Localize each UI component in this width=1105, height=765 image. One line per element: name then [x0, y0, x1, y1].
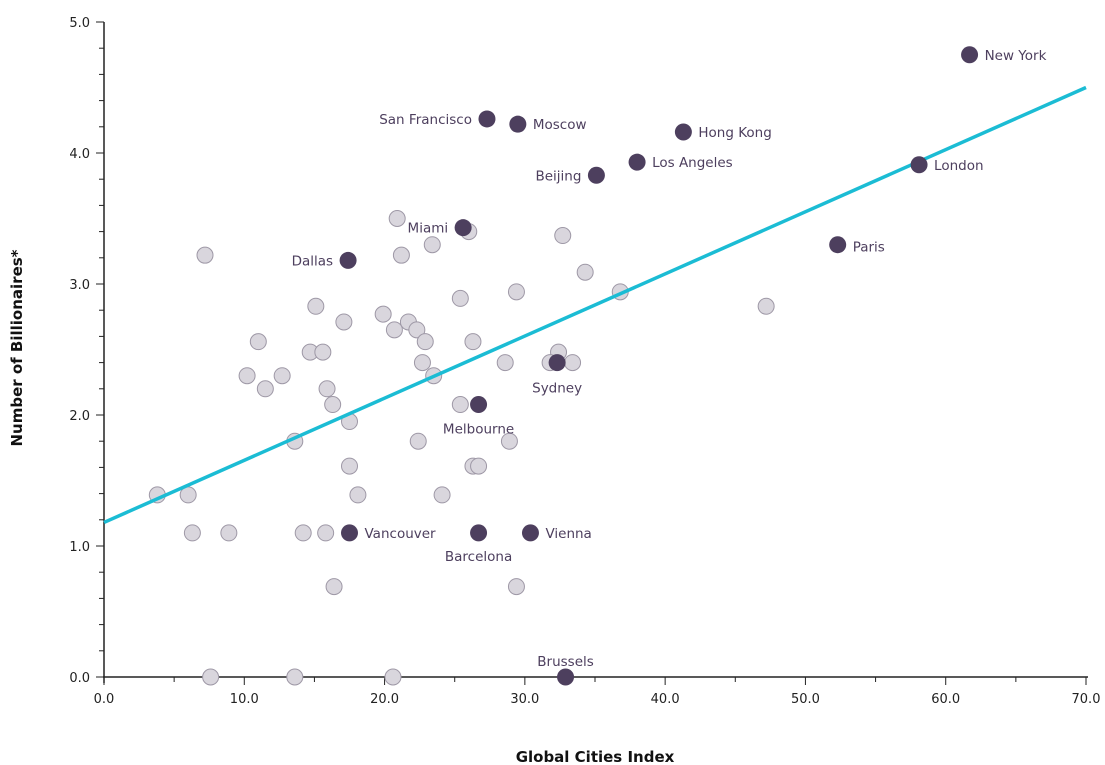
- data-point: [220, 524, 238, 542]
- x-tick-label: 50.0: [791, 692, 820, 707]
- x-tick-label: 20.0: [370, 692, 399, 707]
- label-vancouver: Vancouver: [365, 526, 437, 542]
- point-hong-kong: [674, 123, 692, 141]
- point-paris: [829, 236, 847, 254]
- data-point: [554, 227, 572, 245]
- point-london: [910, 156, 928, 174]
- data-point: [451, 396, 469, 414]
- other-points-layer: [148, 210, 775, 686]
- point-barcelona: [470, 524, 488, 542]
- labeled-points-layer: [339, 46, 979, 686]
- data-point: [196, 246, 214, 264]
- data-point: [507, 578, 525, 596]
- data-point: [314, 343, 332, 361]
- y-tick-label: 1.0: [69, 540, 90, 555]
- point-los-angeles: [628, 153, 646, 171]
- data-point: [183, 524, 201, 542]
- x-tick-label: 60.0: [931, 692, 960, 707]
- x-tick-label: 30.0: [510, 692, 539, 707]
- data-point: [409, 432, 427, 450]
- city-labels-layer: New York San Francisco Moscow Hong Kong Los …: [292, 48, 1047, 670]
- data-point: [470, 457, 488, 475]
- data-point: [496, 354, 514, 372]
- x-axis-title: Global Cities Index: [516, 748, 675, 765]
- label-sydney: Sydney: [532, 381, 582, 397]
- data-point: [500, 432, 518, 450]
- data-point: [249, 333, 267, 351]
- data-point: [564, 354, 582, 372]
- label-beijing: Beijing: [535, 168, 581, 184]
- x-tick-label: 40.0: [651, 692, 680, 707]
- y-axis-title: Number of Billionaires*: [8, 249, 26, 446]
- data-point: [318, 380, 336, 398]
- point-new-york: [961, 46, 979, 64]
- point-miami: [454, 219, 472, 237]
- data-point: [325, 578, 343, 596]
- x-tick-label: 0.0: [94, 692, 115, 707]
- y-tick-label: 5.0: [69, 16, 90, 31]
- label-paris: Paris: [853, 240, 885, 256]
- label-dallas: Dallas: [292, 253, 333, 269]
- label-barcelona: Barcelona: [445, 549, 512, 565]
- axes: 0.0 10.0 20.0 30.0 40.0 50.0 60.0 70.0 0.0 1.0 2.0…: [69, 16, 1100, 707]
- data-point: [507, 283, 525, 301]
- x-tick-label: 70.0: [1072, 692, 1101, 707]
- data-point: [464, 333, 482, 351]
- data-point: [273, 367, 291, 385]
- point-san-francisco: [478, 110, 496, 128]
- data-point: [238, 367, 256, 385]
- y-tick-label: 3.0: [69, 278, 90, 293]
- data-point: [349, 486, 367, 504]
- data-point: [576, 263, 594, 281]
- data-point: [392, 246, 410, 264]
- y-tick-label: 4.0: [69, 147, 90, 162]
- data-point: [341, 457, 358, 475]
- trendline: [103, 85, 1087, 525]
- data-point: [413, 354, 431, 372]
- y-tick-label: 0.0: [69, 671, 90, 686]
- data-point: [307, 297, 325, 315]
- data-point: [317, 524, 335, 542]
- label-vienna: Vienna: [545, 526, 591, 542]
- data-point: [416, 333, 434, 351]
- data-point: [256, 380, 274, 398]
- label-moscow: Moscow: [533, 117, 587, 133]
- point-brussels: [557, 668, 575, 686]
- label-new-york: New York: [985, 48, 1047, 64]
- data-point: [286, 668, 304, 686]
- y-tick-label: 2.0: [69, 409, 90, 424]
- point-vancouver: [341, 524, 358, 542]
- data-point: [202, 668, 220, 686]
- data-point: [408, 321, 426, 339]
- point-vienna: [521, 524, 539, 542]
- label-miami: Miami: [408, 221, 449, 237]
- data-point: [335, 313, 353, 331]
- label-san-francisco: San Francisco: [379, 112, 472, 128]
- data-point: [433, 486, 451, 504]
- point-melbourne: [470, 396, 488, 414]
- label-london: London: [934, 158, 984, 174]
- data-point: [385, 321, 403, 339]
- data-point: [388, 210, 406, 227]
- point-beijing: [587, 166, 605, 184]
- data-point: [423, 236, 441, 254]
- point-moscow: [509, 115, 527, 133]
- label-hong-kong: Hong Kong: [698, 125, 771, 141]
- label-brussels: Brussels: [537, 654, 594, 670]
- label-los-angeles: Los Angeles: [652, 155, 733, 171]
- data-point: [757, 297, 775, 315]
- data-point: [294, 524, 312, 542]
- data-point: [374, 305, 392, 323]
- trendline-layer: [103, 85, 1087, 525]
- x-tick-label: 10.0: [230, 692, 259, 707]
- data-point: [451, 289, 469, 307]
- label-melbourne: Melbourne: [443, 422, 514, 438]
- data-point: [384, 668, 402, 686]
- data-point: [324, 396, 342, 414]
- point-dallas: [339, 251, 357, 269]
- point-sydney: [548, 354, 566, 372]
